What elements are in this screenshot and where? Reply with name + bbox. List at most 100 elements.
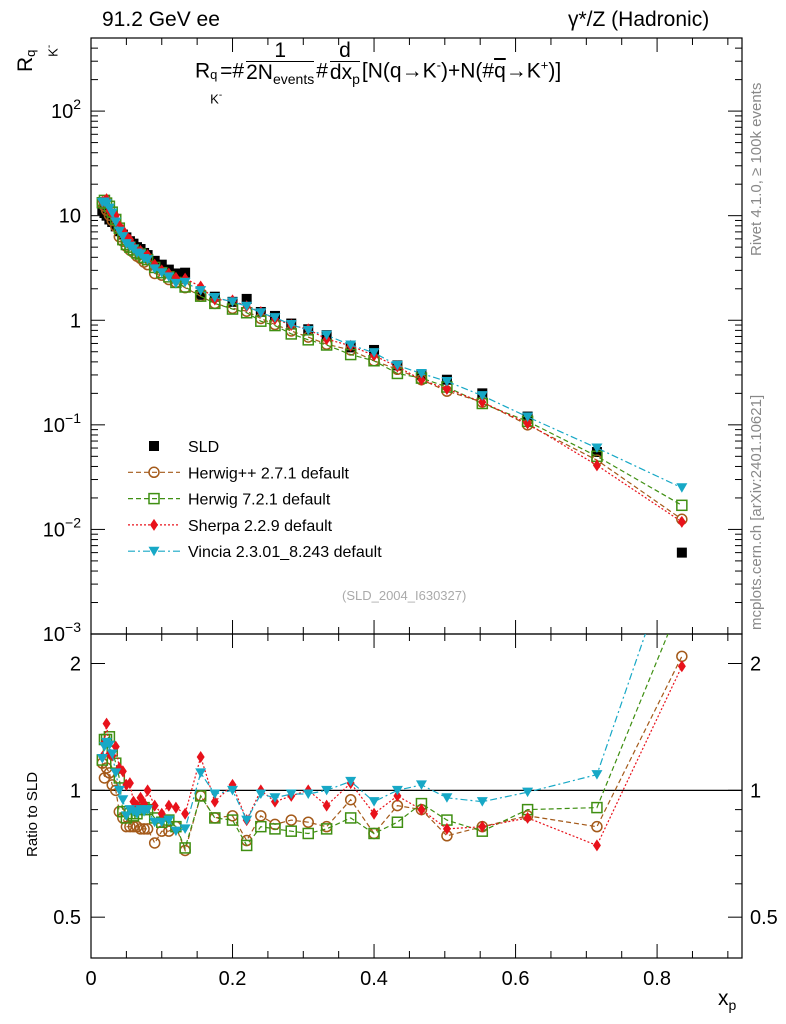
ratio-point <box>255 820 267 833</box>
xlabel-base: x <box>718 987 729 1010</box>
ratio-point <box>179 842 191 854</box>
ratio-line <box>101 634 646 832</box>
x-tick-label: 0.2 <box>219 968 247 990</box>
ratio-point <box>476 797 488 807</box>
data-point <box>417 373 426 386</box>
y-tick-label: 1 <box>70 310 81 332</box>
data-point <box>179 277 191 288</box>
formula-lhs-sup: q <box>210 66 218 82</box>
y-tick-label: 102 <box>51 96 81 123</box>
ratio-point <box>134 823 147 835</box>
y-tick-base: 10 <box>43 519 65 541</box>
data-point <box>676 483 688 493</box>
ratio-point <box>209 812 221 824</box>
ratio-point <box>194 790 207 802</box>
data-point <box>676 499 688 512</box>
legend-marker <box>148 546 160 557</box>
ratio-point <box>368 797 380 807</box>
legend-label: Vincia 2.3.01_8.243 default <box>188 544 382 561</box>
series-vincia-2-3-01-8-243-default <box>96 197 688 493</box>
ratio-point <box>170 826 182 837</box>
legend-item: Sherpa 2.2.9 default <box>128 518 333 535</box>
data-point <box>441 376 453 387</box>
data-point <box>227 297 239 307</box>
process-label: γ*/Z (Hadronic) <box>568 8 710 31</box>
mcplots-label: mcplots.cern.ch [arXiv:2401.10621] <box>748 394 765 630</box>
legend: SLD Herwig++ 2.7.1 default Herwig 7.2.1 de… <box>128 439 382 561</box>
data-point <box>592 459 601 472</box>
data-point <box>142 255 154 265</box>
ratio-point <box>442 822 451 835</box>
ylabel-sub-sup: - <box>44 44 55 49</box>
ratio-point <box>142 805 154 815</box>
ratio-point <box>522 787 534 798</box>
legend-item: SLD <box>149 439 219 456</box>
formula-equals: =# <box>220 59 245 83</box>
y-tick-exponent: −1 <box>65 410 81 426</box>
ratio-point <box>302 827 314 840</box>
data-point <box>170 278 182 289</box>
ratio-y-tick-label-right: 2 <box>750 654 761 676</box>
ratio-point <box>302 816 314 828</box>
ylabel-sub: K- <box>44 45 60 57</box>
ratio-point <box>102 717 111 730</box>
ratio-point <box>322 799 331 812</box>
formula-lhs-sub: K- <box>210 89 223 106</box>
data-point <box>522 412 534 422</box>
ratio-line <box>101 656 683 853</box>
data-point <box>478 396 487 409</box>
formula-lhs-sub-sup: - <box>218 89 223 101</box>
ylabel-sub-k: K <box>45 48 61 57</box>
data-point <box>209 293 221 303</box>
ratio-point <box>113 785 125 796</box>
ratio-plot-area: 0 0.2 0.4 0.6 0.8 0.5 0.5 1 1 2 2 <box>53 633 778 990</box>
data-point <box>241 301 253 312</box>
ratio-point <box>195 768 207 778</box>
ratio-point <box>285 814 298 826</box>
ratio-line <box>101 666 683 847</box>
ratio-point <box>143 784 152 797</box>
ratio-point <box>150 799 159 812</box>
ratio-point <box>210 795 219 808</box>
main-series-layer <box>96 193 688 558</box>
x-tick-label: 0.8 <box>643 968 671 990</box>
analysis-watermark: (SLD_2004_I630327) <box>342 588 466 603</box>
ratio-y-tick-label: 2 <box>70 654 81 676</box>
data-point <box>442 383 451 396</box>
legend-label: Herwig++ 2.7.1 default <box>188 465 350 482</box>
ratio-point <box>227 785 239 796</box>
ratio-point <box>149 817 161 828</box>
formula-lhs-sub-k: K <box>210 90 219 106</box>
formula-rhs-b-sup: - <box>436 57 441 73</box>
formula-frac2-den: dx <box>329 61 353 84</box>
ratio-point <box>171 801 180 814</box>
ratio-point <box>141 823 154 835</box>
ratio-point <box>368 827 380 840</box>
data-point <box>163 272 175 282</box>
y-tick-base: 10 <box>43 415 65 437</box>
data-point <box>156 268 168 278</box>
y-tick-exponent: −2 <box>65 514 81 530</box>
ratio-point <box>96 754 108 764</box>
formula-rhs-e: K <box>526 59 541 83</box>
legend-marker <box>148 466 160 479</box>
ratio-point <box>592 839 601 852</box>
x-axis-label: xp <box>718 987 736 1013</box>
data-point <box>106 208 118 219</box>
legend-item: Herwig 7.2.1 default <box>128 492 331 509</box>
ratio-y-tick-label-right: 1 <box>750 780 761 802</box>
ratio-point <box>103 740 115 751</box>
x-tick-label: 0.6 <box>502 968 530 990</box>
ylabel-sup: q <box>23 49 38 57</box>
formula-hash: # <box>316 59 328 83</box>
y-tick-label: 10−2 <box>43 514 81 541</box>
legend-label: Sherpa 2.2.9 default <box>188 518 333 535</box>
ratio-point <box>415 780 427 790</box>
data-point <box>302 325 314 336</box>
ratio-point <box>120 811 132 821</box>
data-point <box>321 330 333 341</box>
y-tick-label: 10−1 <box>43 410 81 437</box>
ratio-y-tick-label-right: 0.5 <box>750 907 778 929</box>
